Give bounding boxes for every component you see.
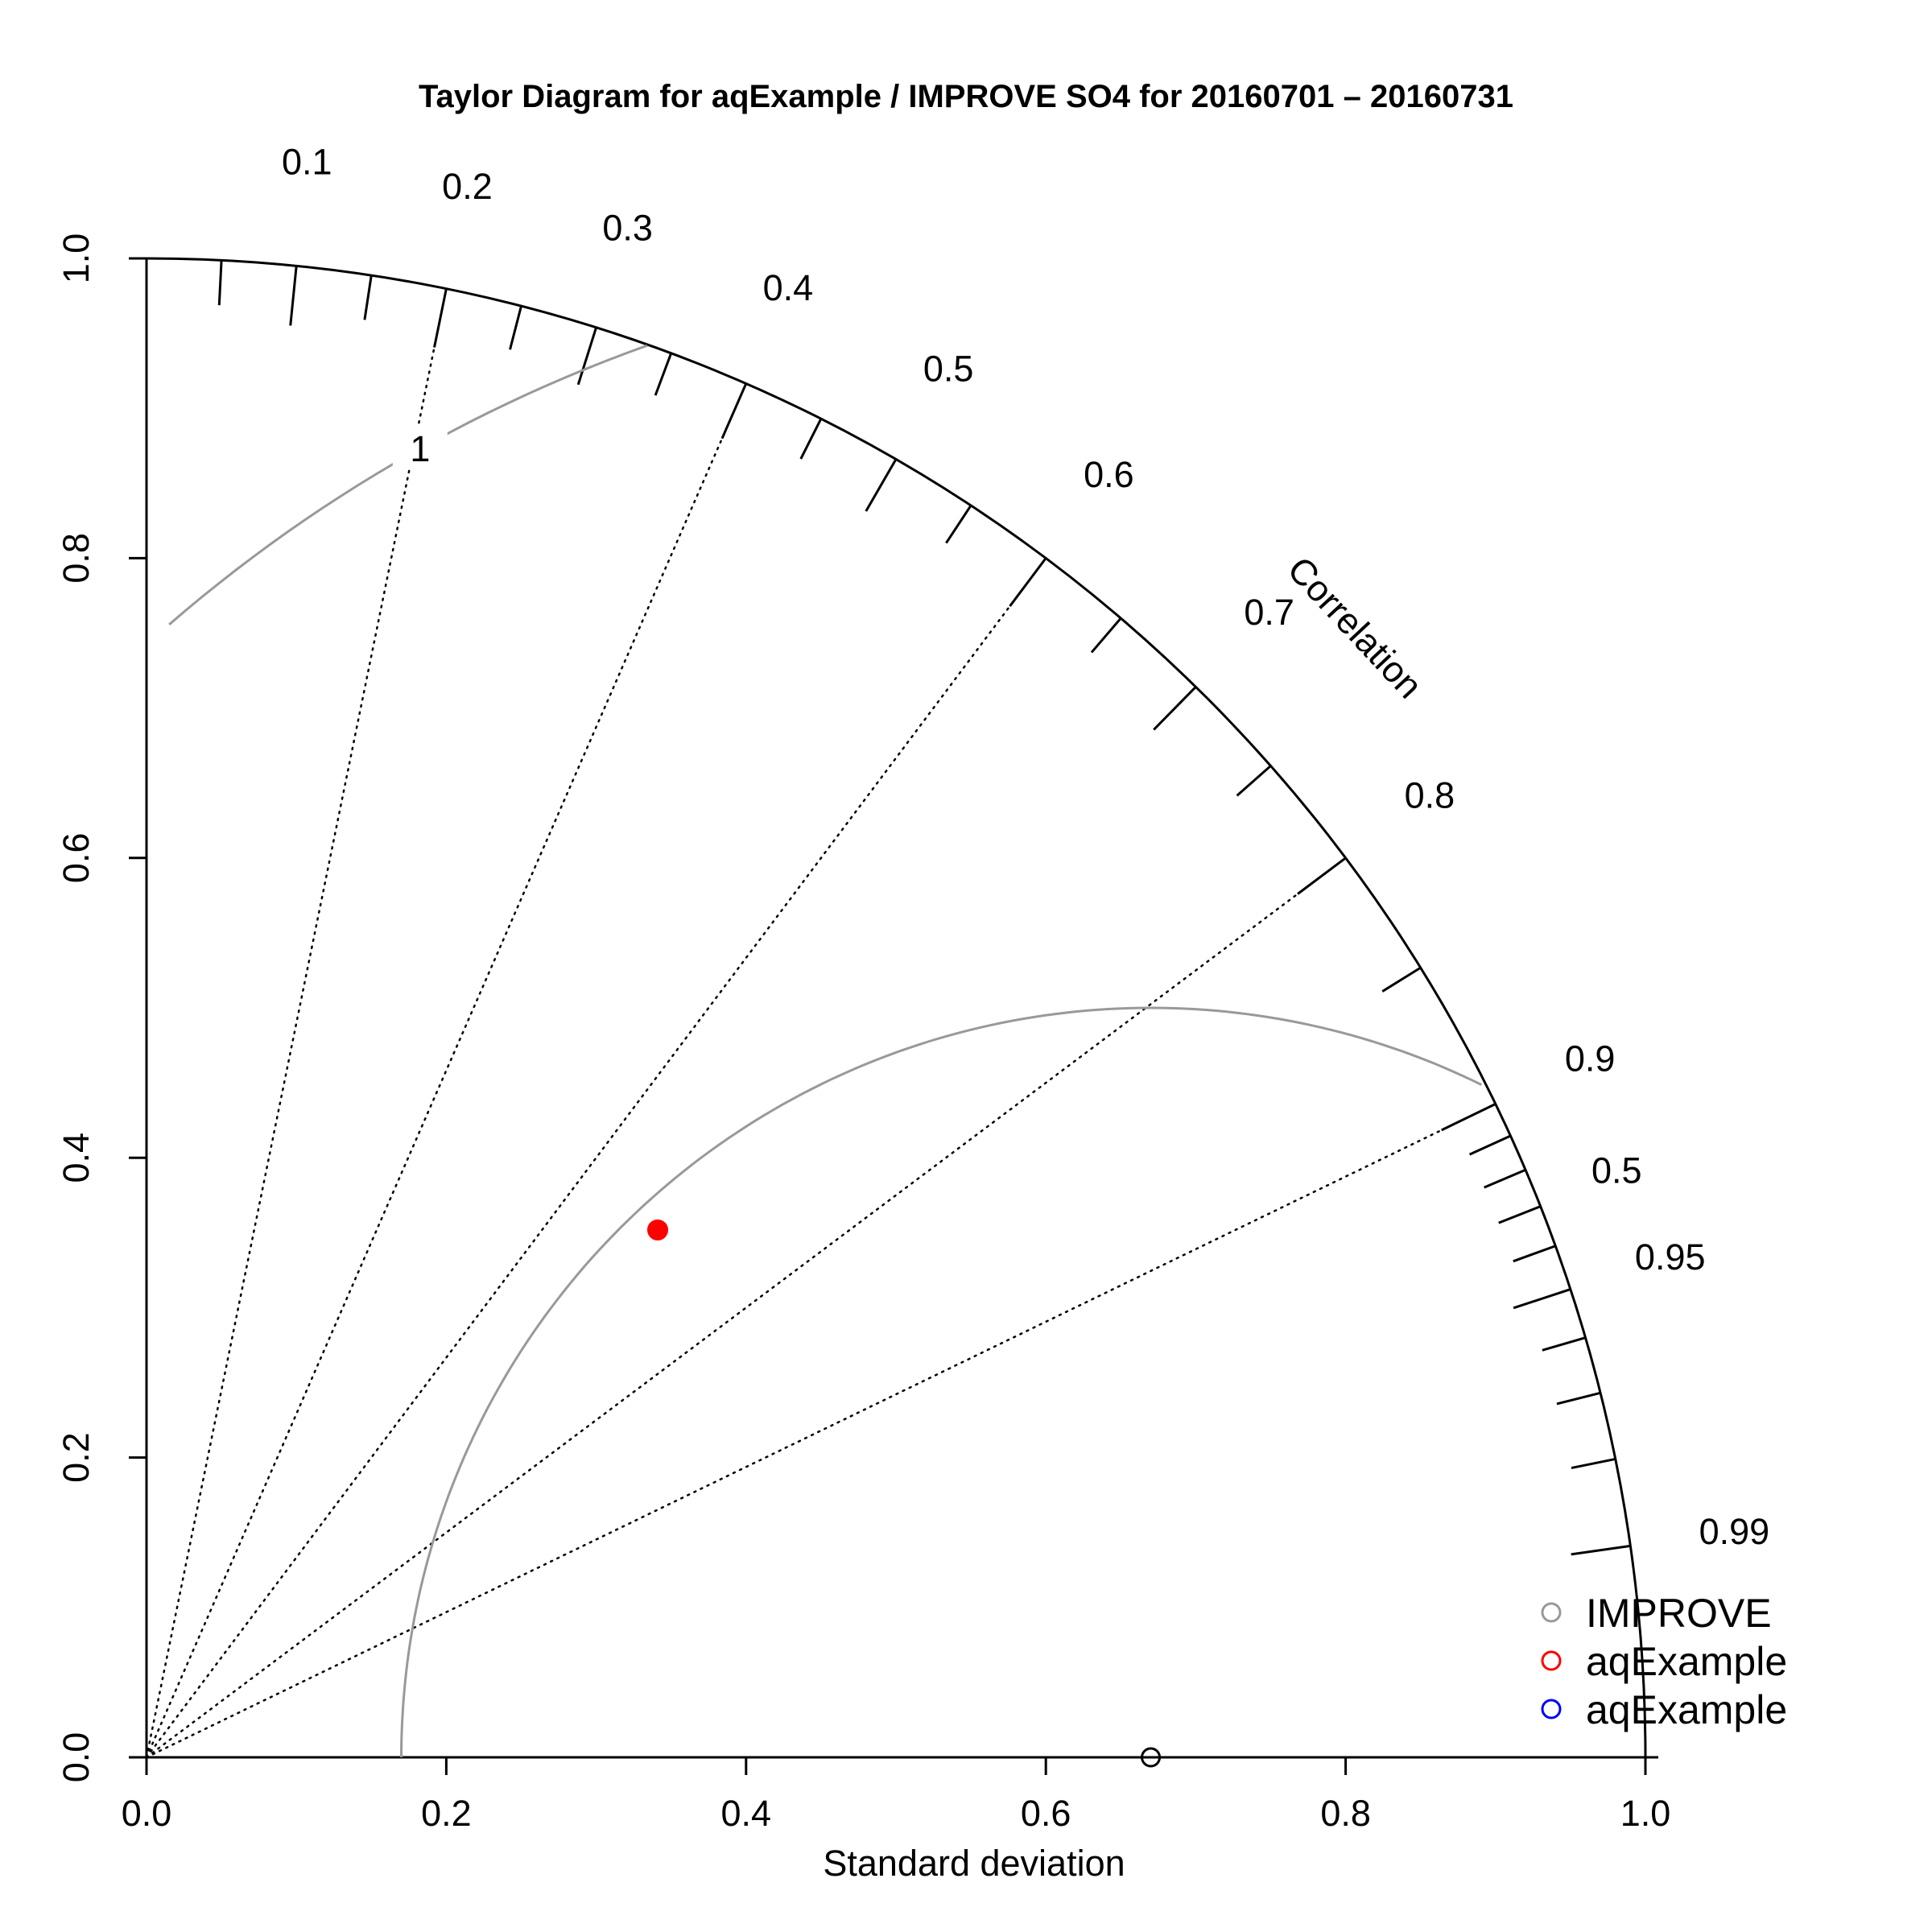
rms-contour (168, 344, 648, 625)
correlation-tick (1381, 966, 1422, 993)
x-tick-label: 0.8 (1320, 1793, 1371, 1834)
correlation-tick-label: 0.7 (1244, 592, 1294, 633)
correlation-line (145, 287, 448, 1759)
legend-label: aqExample (1586, 1687, 1787, 1732)
correlation-tick (217, 260, 223, 306)
correlation-tick (1571, 1457, 1616, 1470)
rms-contour-label-bg (392, 424, 448, 469)
correlation-line (145, 382, 748, 1759)
y-tick-label: 0.4 (56, 1133, 97, 1183)
correlation-arc (146, 257, 1647, 1758)
legend-label: aqExample (1586, 1639, 1787, 1684)
correlation-line (145, 857, 1347, 1759)
correlation-tick-label: 0.4 (763, 267, 814, 308)
x-tick-label: 1.0 (1620, 1793, 1671, 1834)
correlation-tick-label: 0.2 (442, 166, 493, 207)
correlation-tick-label: 0.95 (1635, 1236, 1706, 1278)
correlation-tick (1236, 765, 1272, 797)
legend-marker (1541, 1602, 1562, 1623)
x-tick-label: 0.6 (1021, 1793, 1071, 1834)
correlation-tick (1542, 1336, 1586, 1352)
correlation-tick (576, 327, 598, 386)
correlation-tick (1484, 1168, 1526, 1189)
rms-contour (400, 1006, 1482, 1758)
model-point (647, 1219, 669, 1241)
correlation-tick (945, 505, 972, 544)
correlation-tick (1498, 1205, 1542, 1224)
correlation-tick-label: 0.99 (1699, 1511, 1770, 1552)
correlation-tick (1513, 1245, 1556, 1263)
y-tick-label: 0.0 (56, 1732, 97, 1783)
reference-point (1141, 1747, 1162, 1768)
correlation-tick (289, 266, 298, 326)
correlation-tick (1571, 1544, 1631, 1556)
correlation-tick-label: 0.6 (1084, 454, 1134, 495)
correlation-line (145, 557, 1047, 1759)
correlation-tick (1468, 1134, 1512, 1156)
correlation-tick (1556, 1391, 1601, 1406)
correlation-tick (1513, 1288, 1571, 1310)
correlation-tick (1153, 686, 1197, 731)
correlation-tick-label: 0.9 (1565, 1038, 1616, 1080)
correlation-tick (865, 458, 898, 512)
rms-contour-label-bg (1589, 1146, 1645, 1190)
rms-contour-label: 1 (410, 428, 430, 469)
correlation-tick (1090, 617, 1122, 654)
x-tick-label: 0.2 (421, 1793, 472, 1834)
correlation-tick-label: 0.3 (602, 207, 653, 248)
legend-label: IMPROVE (1586, 1591, 1772, 1636)
y-tick-label: 0.2 (56, 1432, 97, 1483)
legend-marker (1541, 1650, 1562, 1671)
y-tick-label: 0.8 (56, 533, 97, 584)
rms-contour-label: 0.5 (1591, 1150, 1642, 1191)
correlation-tick-label: 0.1 (282, 142, 332, 183)
correlation-arc-label: Correlation (1280, 549, 1430, 707)
y-tick-label: 0.6 (56, 833, 97, 884)
y-tick-label: 1.0 (56, 233, 97, 284)
correlation-tick-label: 0.8 (1405, 775, 1455, 816)
correlation-tick (509, 305, 522, 350)
x-tick-label: 0.4 (721, 1793, 772, 1834)
x-axis-label: Standard deviation (823, 1843, 1125, 1884)
chart-title: Taylor Diagram for aqExample / IMPROVE S… (419, 79, 1513, 114)
x-tick-label: 0.0 (122, 1793, 172, 1834)
correlation-tick (799, 418, 823, 460)
correlation-tick (654, 353, 673, 396)
correlation-tick-label: 0.5 (923, 349, 974, 390)
legend-marker (1541, 1699, 1562, 1719)
correlation-line (145, 1103, 1497, 1759)
correlation-tick (363, 275, 373, 320)
